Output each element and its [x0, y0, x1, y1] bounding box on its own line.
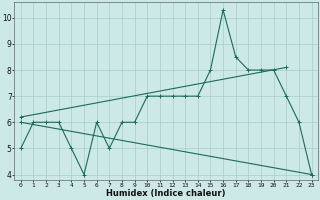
X-axis label: Humidex (Indice chaleur): Humidex (Indice chaleur): [107, 189, 226, 198]
